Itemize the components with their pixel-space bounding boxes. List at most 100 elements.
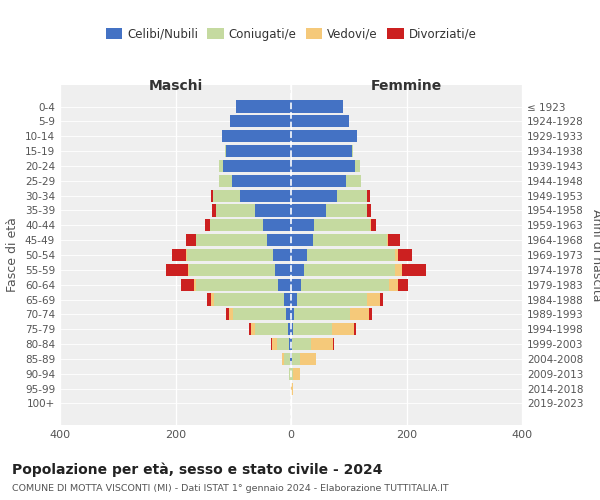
Bar [187,249,272,261]
Bar [289,338,291,350]
Bar [326,204,367,216]
Bar [220,160,223,172]
Bar [284,294,291,306]
Bar [196,278,278,291]
Bar [367,204,371,216]
Bar [196,234,267,246]
Bar [291,204,326,216]
Bar [226,308,229,320]
Bar [172,249,186,261]
Bar [291,145,352,157]
Bar [311,338,332,350]
Bar [291,368,293,380]
Bar [291,130,358,142]
Bar [272,249,291,261]
Bar [291,190,337,202]
Bar [367,190,370,202]
Bar [220,174,232,187]
Bar [291,323,293,336]
Bar [291,264,304,276]
Bar [194,278,196,291]
Bar [291,308,294,320]
Bar [250,323,251,336]
Bar [286,308,291,320]
Bar [236,100,291,112]
Bar [313,234,387,246]
Bar [291,382,293,394]
Bar [291,249,307,261]
Bar [350,308,369,320]
Bar [369,308,373,320]
Bar [337,190,367,202]
Bar [346,174,361,187]
Bar [223,160,291,172]
Bar [388,234,400,246]
Bar [387,234,388,246]
Bar [291,338,292,350]
Bar [291,100,343,112]
Bar [240,190,291,202]
Bar [190,264,275,276]
Bar [380,294,383,306]
Bar [352,145,353,157]
Bar [293,368,299,380]
Bar [233,308,286,320]
Bar [229,308,233,320]
Bar [355,160,360,172]
Bar [289,368,291,380]
Bar [232,174,291,187]
Text: COMUNE DI MOTTA VISCONTI (MI) - Dati ISTAT 1° gennaio 2024 - Elaborazione TUTTIT: COMUNE DI MOTTA VISCONTI (MI) - Dati IST… [12,484,449,493]
Bar [332,338,334,350]
Bar [284,353,290,365]
Bar [304,264,395,276]
Bar [212,204,216,216]
Bar [290,353,291,365]
Bar [398,249,412,261]
Bar [282,353,284,365]
Bar [288,323,291,336]
Bar [181,278,194,291]
Bar [213,190,240,202]
Bar [186,249,187,261]
Bar [389,278,398,291]
Bar [297,294,367,306]
Bar [332,323,354,336]
Bar [205,219,210,232]
Text: Maschi: Maschi [148,79,203,93]
Bar [226,145,291,157]
Bar [210,219,263,232]
Bar [207,294,211,306]
Bar [292,353,300,365]
Bar [301,278,389,291]
Bar [367,294,380,306]
Bar [354,323,356,336]
Bar [293,323,332,336]
Bar [307,249,395,261]
Bar [263,219,291,232]
Bar [187,234,196,246]
Bar [277,338,289,350]
Bar [166,264,188,276]
Bar [314,219,370,232]
Bar [292,338,311,350]
Bar [291,174,346,187]
Legend: Celibi/Nubili, Coniugati/e, Vedovi/e, Divorziati/e: Celibi/Nubili, Coniugati/e, Vedovi/e, Di… [101,23,481,46]
Bar [255,204,291,216]
Bar [216,204,255,216]
Bar [402,264,426,276]
Bar [267,234,291,246]
Y-axis label: Fasce di età: Fasce di età [7,218,19,292]
Bar [395,249,398,261]
Bar [188,264,190,276]
Bar [211,190,213,202]
Bar [291,219,314,232]
Text: Femmine: Femmine [371,79,442,93]
Bar [291,160,355,172]
Bar [272,338,277,350]
Bar [278,278,291,291]
Text: Popolazione per età, sesso e stato civile - 2024: Popolazione per età, sesso e stato civil… [12,462,383,477]
Bar [371,219,376,232]
Bar [291,116,349,128]
Bar [271,338,272,350]
Bar [251,323,254,336]
